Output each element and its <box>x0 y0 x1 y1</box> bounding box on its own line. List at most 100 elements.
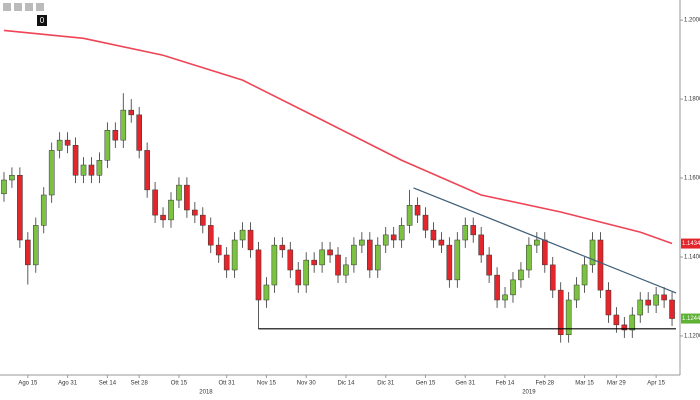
candle-body <box>207 225 214 246</box>
candle-body <box>223 254 230 271</box>
candle-body <box>613 314 620 326</box>
candle-body <box>653 294 659 306</box>
candle-body <box>661 294 667 301</box>
candle-body <box>494 274 500 301</box>
candle-body <box>398 225 405 241</box>
tool-icon[interactable] <box>25 3 33 11</box>
trendline <box>413 187 677 294</box>
price-tag <box>681 313 700 324</box>
y-tick-label: 1.1800 <box>684 97 700 103</box>
y-tick-label: 1.1400 <box>684 255 700 261</box>
year-label: 2018 <box>199 390 213 396</box>
tool-icon[interactable] <box>14 3 22 11</box>
candle-body <box>359 239 365 246</box>
toolbar-box[interactable] <box>37 15 47 26</box>
candle-body <box>406 205 413 226</box>
candle-body <box>152 189 158 216</box>
candle-body <box>64 139 71 146</box>
candle-body <box>32 225 39 266</box>
candle-body <box>200 214 206 226</box>
y-tick-label: 1.1600 <box>684 176 700 182</box>
candle-body <box>430 229 437 241</box>
candle-body <box>343 264 349 276</box>
candle-body <box>335 254 341 276</box>
x-tick-label: Dic 31 <box>377 381 395 387</box>
candle-body <box>295 269 302 286</box>
candle-body <box>263 284 270 301</box>
candle-body <box>510 279 516 296</box>
candle-body <box>581 264 588 286</box>
candle-body <box>542 239 548 266</box>
candle-body <box>351 244 357 266</box>
candle-body <box>311 259 317 266</box>
x-tick-label: Nov 30 <box>297 381 317 387</box>
candle-body <box>160 214 166 221</box>
candle-body <box>136 114 142 151</box>
candle-body <box>478 234 484 256</box>
candle-body <box>446 244 453 281</box>
candle-body <box>168 199 174 221</box>
candle-body <box>112 130 119 141</box>
candle-body <box>279 244 286 251</box>
candle-body <box>17 175 23 241</box>
x-tick-label: Gen 31 <box>455 381 475 387</box>
candle-body <box>454 239 461 281</box>
candle-body <box>96 160 103 176</box>
candle-body <box>573 284 580 301</box>
x-tick-label: Set 28 <box>131 381 149 387</box>
candle-body <box>192 209 198 216</box>
candle-body <box>629 314 636 331</box>
candle-body <box>367 239 373 271</box>
toolbar-label: 0 <box>40 16 45 25</box>
candle-body <box>271 244 278 286</box>
candle-body <box>390 234 397 241</box>
candle-body <box>231 239 238 271</box>
candle-body <box>565 299 572 335</box>
candle-body <box>184 184 190 211</box>
candle-body <box>144 150 150 191</box>
candle-body <box>502 294 508 301</box>
candle-body <box>287 249 294 271</box>
x-tick-label: Mar 15 <box>575 381 594 387</box>
candle-body <box>597 239 604 291</box>
candle-body <box>374 244 381 271</box>
x-tick-label: Mar 29 <box>607 381 626 387</box>
candle-body <box>557 289 564 335</box>
candle-body <box>589 239 596 266</box>
candle-body <box>72 145 79 176</box>
candle-body <box>549 264 556 291</box>
candle-body <box>319 249 325 266</box>
x-tick-label: Ott 31 <box>218 381 235 387</box>
candle-body <box>247 229 254 251</box>
candle-body <box>215 244 222 256</box>
candle-body <box>104 130 111 161</box>
candle-body <box>25 239 31 266</box>
x-tick-label: Feb 28 <box>535 381 554 387</box>
candle-body <box>56 139 63 151</box>
year-label: 2019 <box>522 390 536 396</box>
candle-body <box>120 109 127 141</box>
tool-icon[interactable] <box>3 3 11 11</box>
candle-body <box>255 249 262 301</box>
candle-body <box>534 239 540 246</box>
candle-body <box>605 289 612 316</box>
candle-body <box>327 249 333 256</box>
y-tick-label: 1.2000 <box>684 18 700 24</box>
candle-body <box>80 164 87 176</box>
candle-body <box>48 150 55 196</box>
candle-body <box>414 205 421 216</box>
candle-body <box>176 184 182 201</box>
toolbar: 0 <box>3 3 47 26</box>
x-tick-label: Feb 14 <box>496 381 515 387</box>
tool-icon[interactable] <box>36 3 44 11</box>
candle-body <box>645 299 651 306</box>
x-tick-label: Ago 31 <box>58 381 78 387</box>
candle-body <box>621 324 628 331</box>
x-tick-label: Gen 15 <box>416 381 436 387</box>
moving-average <box>3 29 673 245</box>
x-tick-label: Nov 15 <box>257 381 277 387</box>
candle-body <box>9 175 15 181</box>
price-tag <box>681 238 700 249</box>
